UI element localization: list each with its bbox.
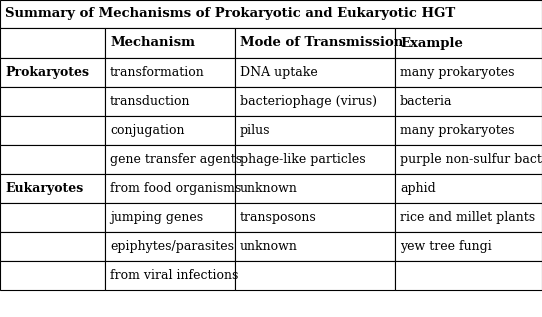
Text: yew tree fungi: yew tree fungi	[400, 240, 492, 253]
Bar	[235, 116, 395, 145]
Text: transduction: transduction	[110, 95, 190, 108]
Bar	[0, 28, 105, 58]
Text: jumping genes: jumping genes	[110, 211, 203, 224]
Bar	[105, 116, 235, 145]
Text: many prokaryotes: many prokaryotes	[400, 66, 514, 79]
Bar	[395, 116, 542, 145]
Bar	[0, 232, 105, 261]
Text: Eukaryotes: Eukaryotes	[5, 182, 83, 195]
Text: purple non-sulfur bacteria: purple non-sulfur bacteria	[400, 153, 542, 166]
Bar	[105, 232, 235, 261]
Bar	[105, 28, 235, 58]
Bar	[235, 174, 395, 203]
Bar	[105, 145, 235, 174]
Bar	[395, 145, 542, 174]
Bar	[105, 261, 235, 290]
Bar	[235, 261, 395, 290]
Text: Example: Example	[400, 36, 463, 49]
Bar	[395, 232, 542, 261]
Text: epiphytes/parasites: epiphytes/parasites	[110, 240, 234, 253]
Bar	[0, 174, 105, 203]
Bar	[0, 145, 105, 174]
Bar	[0, 203, 105, 232]
Bar	[395, 203, 542, 232]
Text: phage-like particles: phage-like particles	[240, 153, 366, 166]
Text: Prokaryotes: Prokaryotes	[5, 66, 89, 79]
Text: unknown: unknown	[240, 240, 298, 253]
Bar	[235, 203, 395, 232]
Text: Mode of Transmission: Mode of Transmission	[240, 36, 403, 49]
Text: from food organisms: from food organisms	[110, 182, 241, 195]
Bar	[0, 87, 105, 116]
Text: pilus: pilus	[240, 124, 270, 137]
Text: aphid: aphid	[400, 182, 436, 195]
Bar	[235, 145, 395, 174]
Bar	[235, 28, 395, 58]
Bar	[395, 261, 542, 290]
Bar	[105, 87, 235, 116]
Text: unknown: unknown	[240, 182, 298, 195]
Text: conjugation: conjugation	[110, 124, 184, 137]
Bar	[105, 174, 235, 203]
Bar	[0, 116, 105, 145]
Text: many prokaryotes: many prokaryotes	[400, 124, 514, 137]
Bar	[235, 232, 395, 261]
Text: bacteriophage (virus): bacteriophage (virus)	[240, 95, 377, 108]
Text: gene transfer agents: gene transfer agents	[110, 153, 242, 166]
Bar	[395, 58, 542, 87]
Text: Mechanism: Mechanism	[110, 36, 195, 49]
Bar	[105, 58, 235, 87]
Bar	[235, 58, 395, 87]
Text: transformation: transformation	[110, 66, 205, 79]
Bar	[395, 174, 542, 203]
Bar	[0, 58, 105, 87]
Text: DNA uptake: DNA uptake	[240, 66, 318, 79]
Bar	[395, 87, 542, 116]
Bar	[395, 28, 542, 58]
Text: transposons: transposons	[240, 211, 317, 224]
Text: rice and millet plants: rice and millet plants	[400, 211, 535, 224]
Text: from viral infections: from viral infections	[110, 269, 238, 282]
Bar	[105, 203, 235, 232]
Bar	[235, 87, 395, 116]
Text: bacteria: bacteria	[400, 95, 453, 108]
Text: Summary of Mechanisms of Prokaryotic and Eukaryotic HGT: Summary of Mechanisms of Prokaryotic and…	[5, 8, 455, 21]
Bar	[0, 0, 542, 28]
Bar	[0, 261, 105, 290]
